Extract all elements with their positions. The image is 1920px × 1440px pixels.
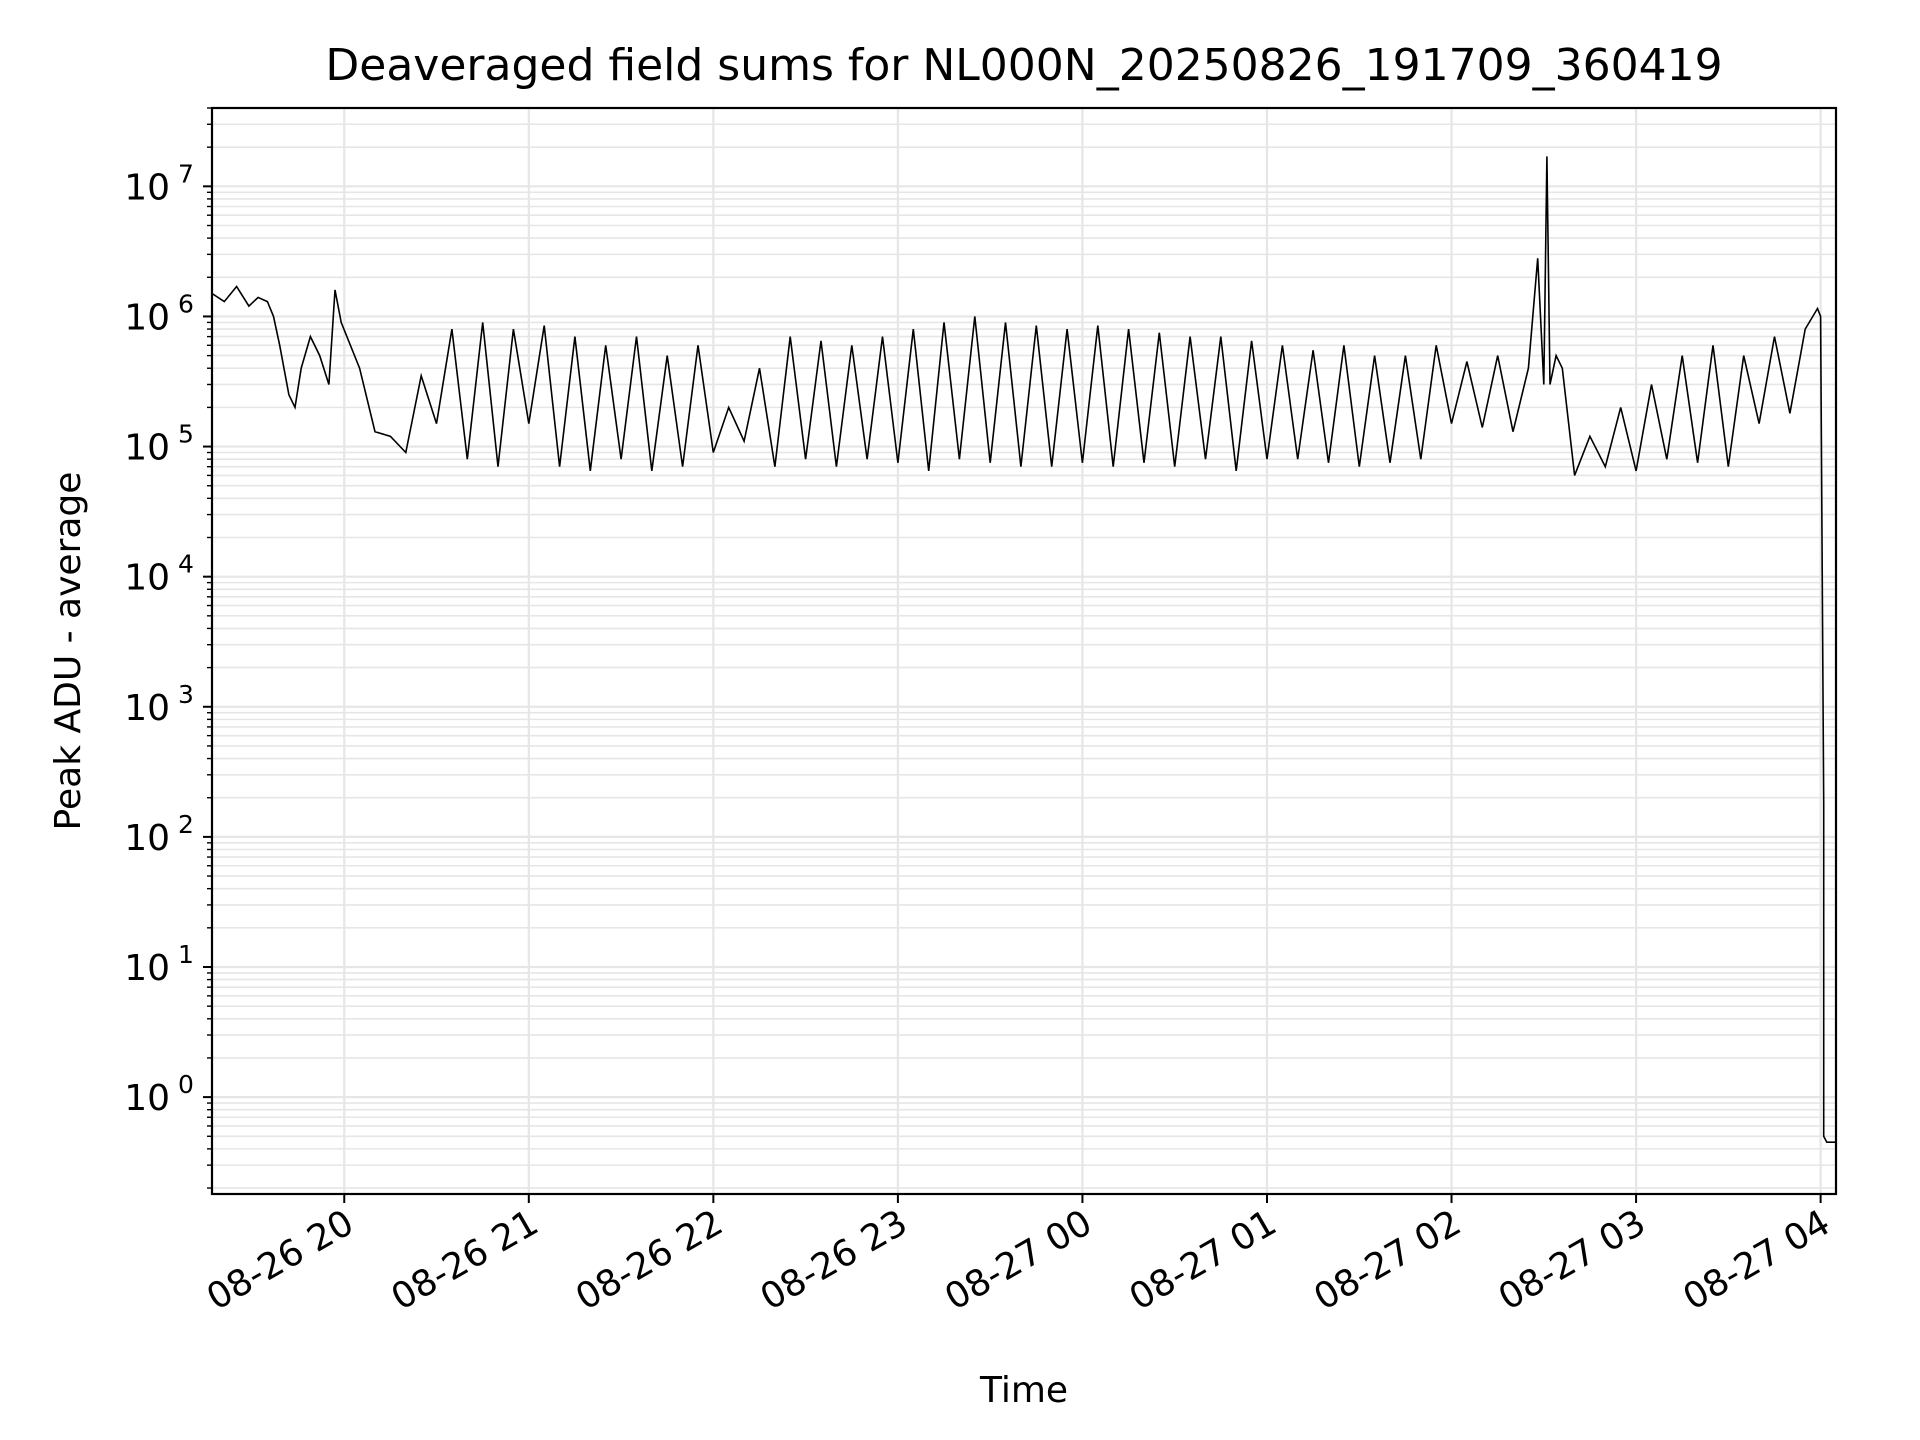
y-tick-exponent: 7: [178, 159, 194, 188]
y-tick-label: 10 3: [124, 680, 194, 729]
chart-title: Deaveraged field sums for NL000N_2025082…: [325, 40, 1722, 91]
y-axis-label: Peak ADU - average: [48, 472, 89, 831]
x-tick-label: 08-26 23: [754, 1202, 915, 1318]
y-tick-base: 10: [124, 428, 170, 469]
y-tick-exponent: 3: [178, 680, 194, 709]
y-tick-label: 10 6: [124, 289, 194, 338]
y-tick-label: 10 0: [124, 1070, 194, 1119]
x-tick-label: 08-27 04: [1676, 1202, 1837, 1318]
y-tick-base: 10: [124, 818, 170, 859]
series-layer: [211, 156, 1836, 1143]
plot-frame: [210, 106, 1838, 1196]
y-tick-exponent: 1: [178, 940, 194, 969]
y-tick-base: 10: [124, 297, 170, 338]
x-axis-label: Time: [979, 1370, 1068, 1411]
y-tick-base: 10: [124, 1078, 170, 1119]
x-tick-label: 08-27 03: [1492, 1202, 1653, 1318]
x-tick-label: 08-27 00: [938, 1202, 1099, 1318]
x-tick-label: 08-26 22: [569, 1202, 730, 1318]
y-tick-base: 10: [124, 167, 170, 208]
y-tick-exponent: 0: [178, 1070, 194, 1099]
y-tick-exponent: 4: [178, 550, 194, 579]
x-tick-label: 08-27 01: [1123, 1202, 1284, 1318]
y-tick-exponent: 5: [178, 420, 194, 449]
x-tick-label: 08-26 20: [200, 1202, 361, 1318]
y-tick-base: 10: [124, 948, 170, 989]
y-tick-exponent: 6: [178, 289, 194, 318]
y-tick-label: 10 1: [124, 940, 194, 989]
y-tick-label: 10 4: [124, 550, 194, 599]
y-axis: 10 0 10 1 10 2 10 3 10 4 10 5 10 6 10 7: [124, 107, 212, 1189]
grid: [212, 107, 1836, 1194]
y-tick-label: 10 2: [124, 810, 194, 859]
y-tick-exponent: 2: [178, 810, 194, 839]
y-tick-label: 10 5: [124, 420, 194, 469]
y-tick-base: 10: [124, 558, 170, 599]
x-tick-label: 08-27 02: [1307, 1202, 1468, 1318]
x-axis: 08-26 20 08-26 21 08-26 22 08-26 23 08-27 00…: [200, 1194, 1837, 1319]
series-line: [211, 156, 1836, 1143]
x-tick-label: 08-26 21: [385, 1202, 546, 1318]
y-tick-base: 10: [124, 688, 170, 729]
y-tick-label: 10 7: [124, 159, 194, 208]
